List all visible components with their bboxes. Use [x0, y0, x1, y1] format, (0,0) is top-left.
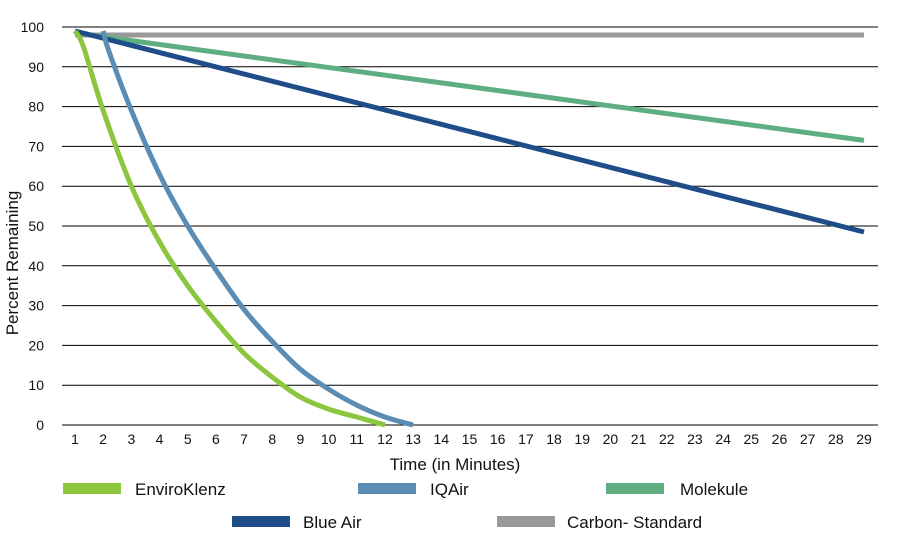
- series-line-enviroklenz: [72, 29, 386, 428]
- x-tick-label: 1: [71, 431, 79, 447]
- x-tick-label: 28: [828, 431, 844, 447]
- series-line-molekule: [74, 30, 865, 143]
- x-tick-label: 2: [99, 431, 107, 447]
- x-tick-label: 12: [377, 431, 393, 447]
- legend-label: Blue Air: [303, 513, 362, 532]
- series-line-iqair: [100, 30, 414, 428]
- y-tick-label: 90: [28, 59, 44, 75]
- x-tick-label: 29: [856, 431, 872, 447]
- x-tick-label: 19: [574, 431, 590, 447]
- legend-label: IQAir: [430, 480, 469, 499]
- y-tick-label: 10: [28, 377, 44, 393]
- y-axis-label: Percent Remaining: [3, 191, 22, 336]
- x-tick-label: 17: [518, 431, 534, 447]
- x-tick-label: 18: [546, 431, 562, 447]
- legend-label: EnviroKlenz: [135, 480, 226, 499]
- x-tick-label: 11: [350, 431, 365, 447]
- x-axis-label: Time (in Minutes): [390, 455, 521, 474]
- x-tick-label: 9: [297, 431, 305, 447]
- legend-label: Molekule: [680, 480, 748, 499]
- legend-swatch: [606, 483, 664, 494]
- y-axis-ticks: 0 10 20 30 40 50 60 70 80 90 100: [21, 19, 45, 433]
- y-tick-label: 40: [28, 258, 44, 274]
- x-tick-label: 3: [127, 431, 135, 447]
- series-lines: [72, 28, 865, 428]
- x-tick-label: 25: [743, 431, 759, 447]
- legend-swatch: [232, 516, 290, 527]
- legend-swatch: [358, 483, 416, 494]
- x-tick-label: 14: [434, 431, 450, 447]
- y-tick-label: 0: [36, 417, 44, 433]
- series-line-blue-air: [74, 28, 865, 235]
- x-tick-label: 6: [212, 431, 220, 447]
- x-tick-label: 10: [321, 431, 337, 447]
- gridlines: [62, 26, 878, 426]
- x-tick-label: 22: [659, 431, 675, 447]
- x-tick-label: 21: [631, 431, 647, 447]
- legend-swatch: [63, 483, 121, 494]
- x-tick-label: 5: [184, 431, 192, 447]
- x-tick-label: 13: [405, 431, 421, 447]
- legend-item-carbon-standard: Carbon- Standard: [497, 513, 702, 532]
- x-tick-label: 27: [800, 431, 816, 447]
- x-tick-label: 26: [772, 431, 788, 447]
- y-tick-label: 20: [28, 337, 44, 353]
- x-tick-label: 24: [715, 431, 731, 447]
- x-tick-label: 20: [603, 431, 619, 447]
- legend: EnviroKlenz IQAir Molekule Blue Air Carbon- …: [63, 480, 748, 532]
- x-axis-ticks: 1 2 3 4 5 6 7 8 9 10 11 12 13 14 15 16 17 18 19 20 21 22 23 24 2…: [71, 431, 872, 447]
- y-tick-label: 50: [28, 218, 44, 234]
- y-tick-label: 70: [28, 138, 44, 154]
- y-tick-label: 100: [21, 19, 45, 35]
- y-tick-label: 30: [28, 298, 44, 314]
- x-tick-label: 8: [268, 431, 276, 447]
- legend-item-blue-air: Blue Air: [232, 513, 362, 532]
- y-tick-label: 60: [28, 178, 44, 194]
- legend-item-molekule: Molekule: [606, 480, 748, 499]
- x-tick-label: 4: [156, 431, 164, 447]
- x-tick-label: 7: [240, 431, 248, 447]
- y-tick-label: 80: [28, 99, 44, 115]
- x-tick-label: 16: [490, 431, 506, 447]
- x-tick-label: 15: [462, 431, 478, 447]
- legend-swatch: [497, 516, 555, 527]
- legend-item-enviroklenz: EnviroKlenz: [63, 480, 226, 499]
- x-tick-label: 23: [687, 431, 703, 447]
- legend-label: Carbon- Standard: [567, 513, 702, 532]
- legend-item-iqair: IQAir: [358, 480, 469, 499]
